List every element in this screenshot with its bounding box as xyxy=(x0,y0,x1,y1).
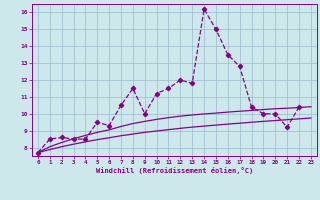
X-axis label: Windchill (Refroidissement éolien,°C): Windchill (Refroidissement éolien,°C) xyxy=(96,167,253,174)
